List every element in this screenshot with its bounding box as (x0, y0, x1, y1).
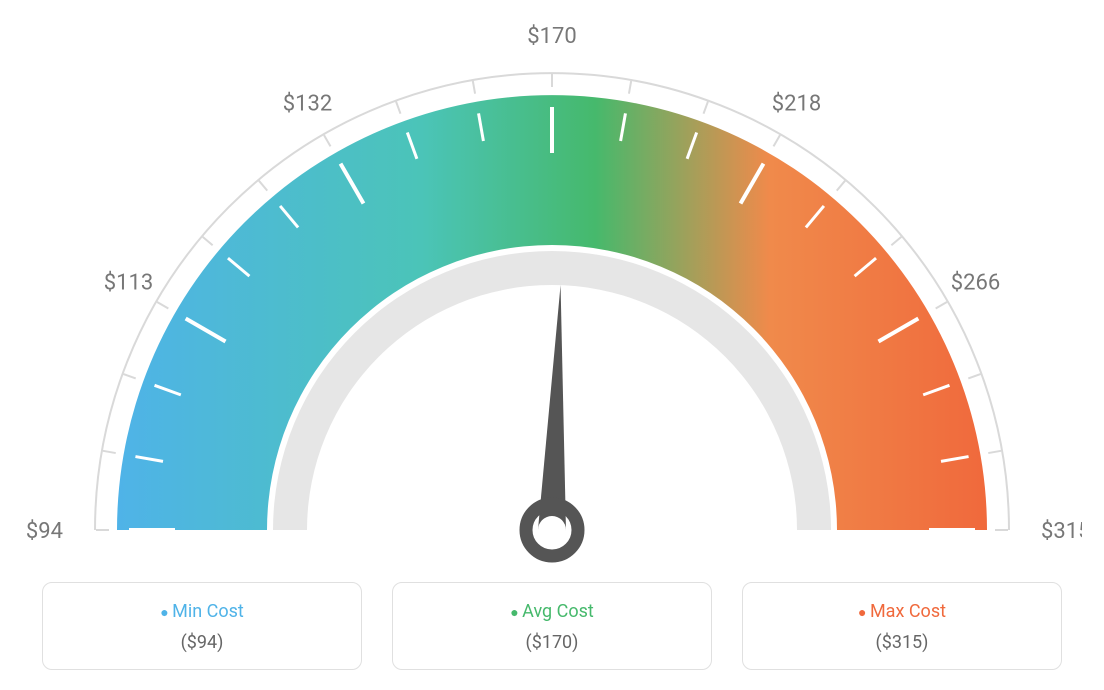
legend-avg: Avg Cost ($170) (392, 582, 712, 670)
gauge-tick-label: $113 (104, 271, 153, 296)
legend-min: Min Cost ($94) (42, 582, 362, 670)
gauge-tick-label: $315 (1041, 519, 1082, 544)
gauge-tick-label: $94 (26, 519, 63, 544)
legend-avg-label: Avg Cost (413, 601, 691, 622)
gauge-tick-label: $218 (772, 92, 821, 117)
gauge-svg: $94 $113 $132 $170 $218 $266 $315 (22, 20, 1082, 580)
gauge-tick-label: $266 (951, 271, 1000, 296)
legend-avg-value: ($170) (413, 632, 691, 653)
legend-max: Max Cost ($315) (742, 582, 1062, 670)
legend-min-label: Min Cost (63, 601, 341, 622)
legend-max-value: ($315) (763, 632, 1041, 653)
legend-row: Min Cost ($94) Avg Cost ($170) Max Cost … (0, 582, 1104, 670)
gauge-tick-label: $132 (283, 92, 332, 117)
legend-max-label: Max Cost (763, 601, 1041, 622)
gauge-chart: $94 $113 $132 $170 $218 $266 $315 (0, 0, 1104, 560)
gauge-tick-label: $170 (527, 24, 576, 49)
legend-min-value: ($94) (63, 632, 341, 653)
